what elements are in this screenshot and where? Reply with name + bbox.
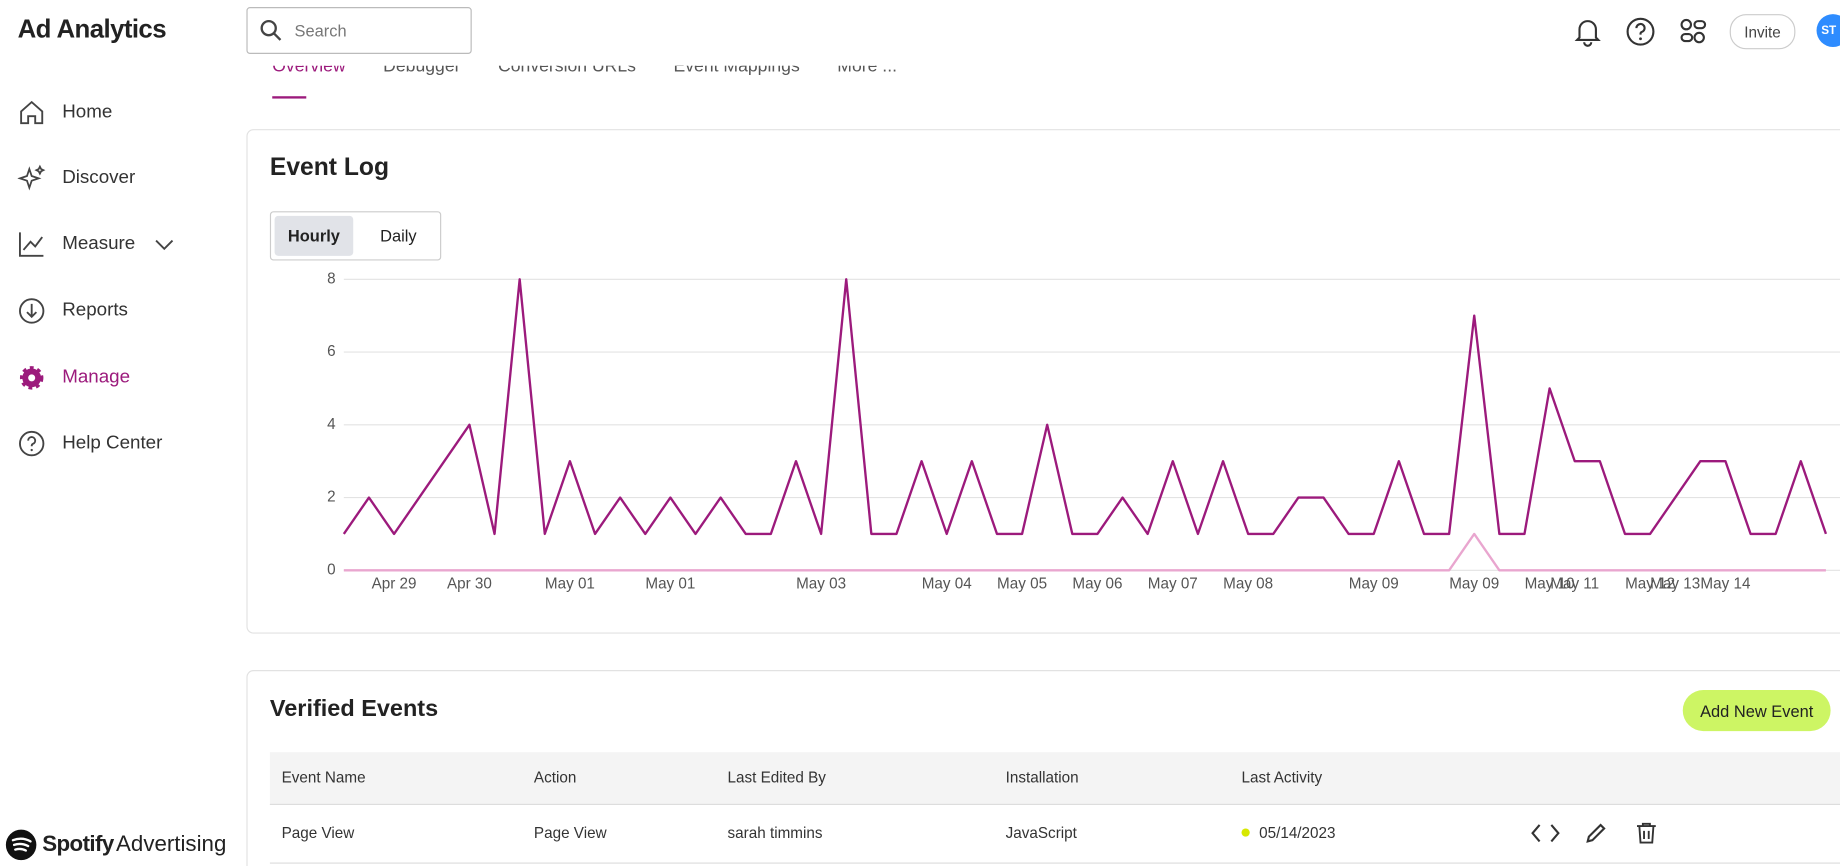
app-title: Ad Analytics <box>17 14 167 44</box>
search-icon <box>260 19 282 41</box>
x-tick-label: May 09 <box>1349 575 1399 592</box>
avatar[interactable]: ST <box>1816 14 1840 47</box>
nav-item[interactable]: Manage <box>18 364 130 392</box>
chevron <box>155 239 174 251</box>
search-placeholder: Search <box>294 21 347 40</box>
x-tick-label: May 08 <box>1223 575 1273 592</box>
y-tick-label: 0 <box>327 561 335 578</box>
y-tick-label: 6 <box>327 343 335 360</box>
column-header: Installation <box>1005 768 1079 787</box>
measure-icon <box>19 232 44 257</box>
brand-suffix: Advertising <box>116 831 227 857</box>
search[interactable]: Search <box>246 7 472 54</box>
x-tick-label: May 07 <box>1148 575 1198 592</box>
x-tick-label: May 12 <box>1625 575 1675 592</box>
nav-item[interactable]: Help Center <box>18 429 163 457</box>
cell: 05/14/2023 <box>1259 823 1336 842</box>
header-bg <box>246 0 1840 66</box>
x-tick-label: May 04 <box>922 575 973 592</box>
discover-icon <box>17 164 46 191</box>
event-log-panel <box>246 129 1840 634</box>
x-tick-label: Apr 30 <box>447 575 492 592</box>
column-header: Event Name <box>281 768 366 787</box>
cell: JavaScript <box>1005 823 1077 842</box>
x-tick-label: May 14 <box>1700 575 1751 592</box>
nav-label: Home <box>62 102 113 123</box>
code-icon[interactable] <box>1530 821 1561 844</box>
add-event-button[interactable]: Add New Event <box>1682 690 1831 732</box>
nav-item[interactable]: Discover <box>17 164 136 192</box>
tab-underline <box>272 96 307 99</box>
x-tick-label: May 01 <box>645 575 695 592</box>
y-tick-label: 4 <box>327 416 336 433</box>
x-tick-label: May 10 <box>1525 575 1575 592</box>
reports-icon <box>19 298 45 324</box>
x-tick-label: Apr 29 <box>372 575 417 592</box>
cell: sarah timmins <box>727 823 823 842</box>
event-log-title: Event Log <box>269 153 390 181</box>
nav-label: Help Center <box>62 433 163 453</box>
toggle: Hourly Daily <box>269 211 442 261</box>
column-header: Last Activity <box>1241 768 1323 787</box>
x-tick-label: May 13 <box>1650 575 1700 592</box>
manage-icon <box>19 366 44 390</box>
delete-icon[interactable] <box>1635 821 1658 844</box>
y-tick-label: 2 <box>327 489 335 506</box>
nav-label: Manage <box>62 367 131 388</box>
series-line <box>343 532 1826 572</box>
column-header: Action <box>533 768 577 787</box>
toggle-daily[interactable]: Daily <box>380 226 417 246</box>
y-tick-label: 8 <box>327 270 335 287</box>
invite-button[interactable]: Invite <box>1729 14 1796 50</box>
series-line <box>342 278 1828 536</box>
x-tick-label: May 03 <box>796 575 846 592</box>
edit-icon[interactable] <box>1584 821 1607 844</box>
nav-label: Measure <box>62 233 136 254</box>
bell-icon[interactable] <box>1572 16 1603 47</box>
help-center-icon <box>19 430 45 457</box>
home-icon <box>20 100 44 125</box>
toggle-hourly[interactable]: Hourly <box>274 215 354 256</box>
nav-label: Reports <box>62 300 128 321</box>
nav-item[interactable]: Measure <box>18 230 192 258</box>
status-dot <box>1241 828 1250 837</box>
x-tick-label: May 11 <box>1550 575 1599 592</box>
x-tick-label: May 01 <box>545 575 595 592</box>
x-tick-label: May 05 <box>997 575 1047 592</box>
verified-title: Verified Events <box>269 695 439 722</box>
x-tick-label: May 09 <box>1449 575 1499 592</box>
nav-item[interactable]: Reports <box>18 297 128 325</box>
nav-label: Discover <box>62 167 136 188</box>
apps-icon[interactable] <box>1678 16 1709 47</box>
brand-name: Spotify <box>42 831 114 857</box>
nav-item[interactable]: Home <box>18 99 113 127</box>
brand: Spotify Advertising <box>5 828 227 861</box>
column-header: Last Edited By <box>727 768 826 787</box>
cell: Page View <box>533 823 607 842</box>
x-tick-label: May 06 <box>1072 575 1122 592</box>
row-divider <box>269 862 1840 864</box>
table-header <box>269 752 1840 806</box>
help-icon[interactable] <box>1625 16 1656 47</box>
cell: Page View <box>281 823 355 842</box>
chart: 0 2 4 6 8 Apr 29 Apr 30 May 01 May 01 May 03 May 0… <box>327 270 1840 592</box>
spotify-logo <box>5 829 37 861</box>
